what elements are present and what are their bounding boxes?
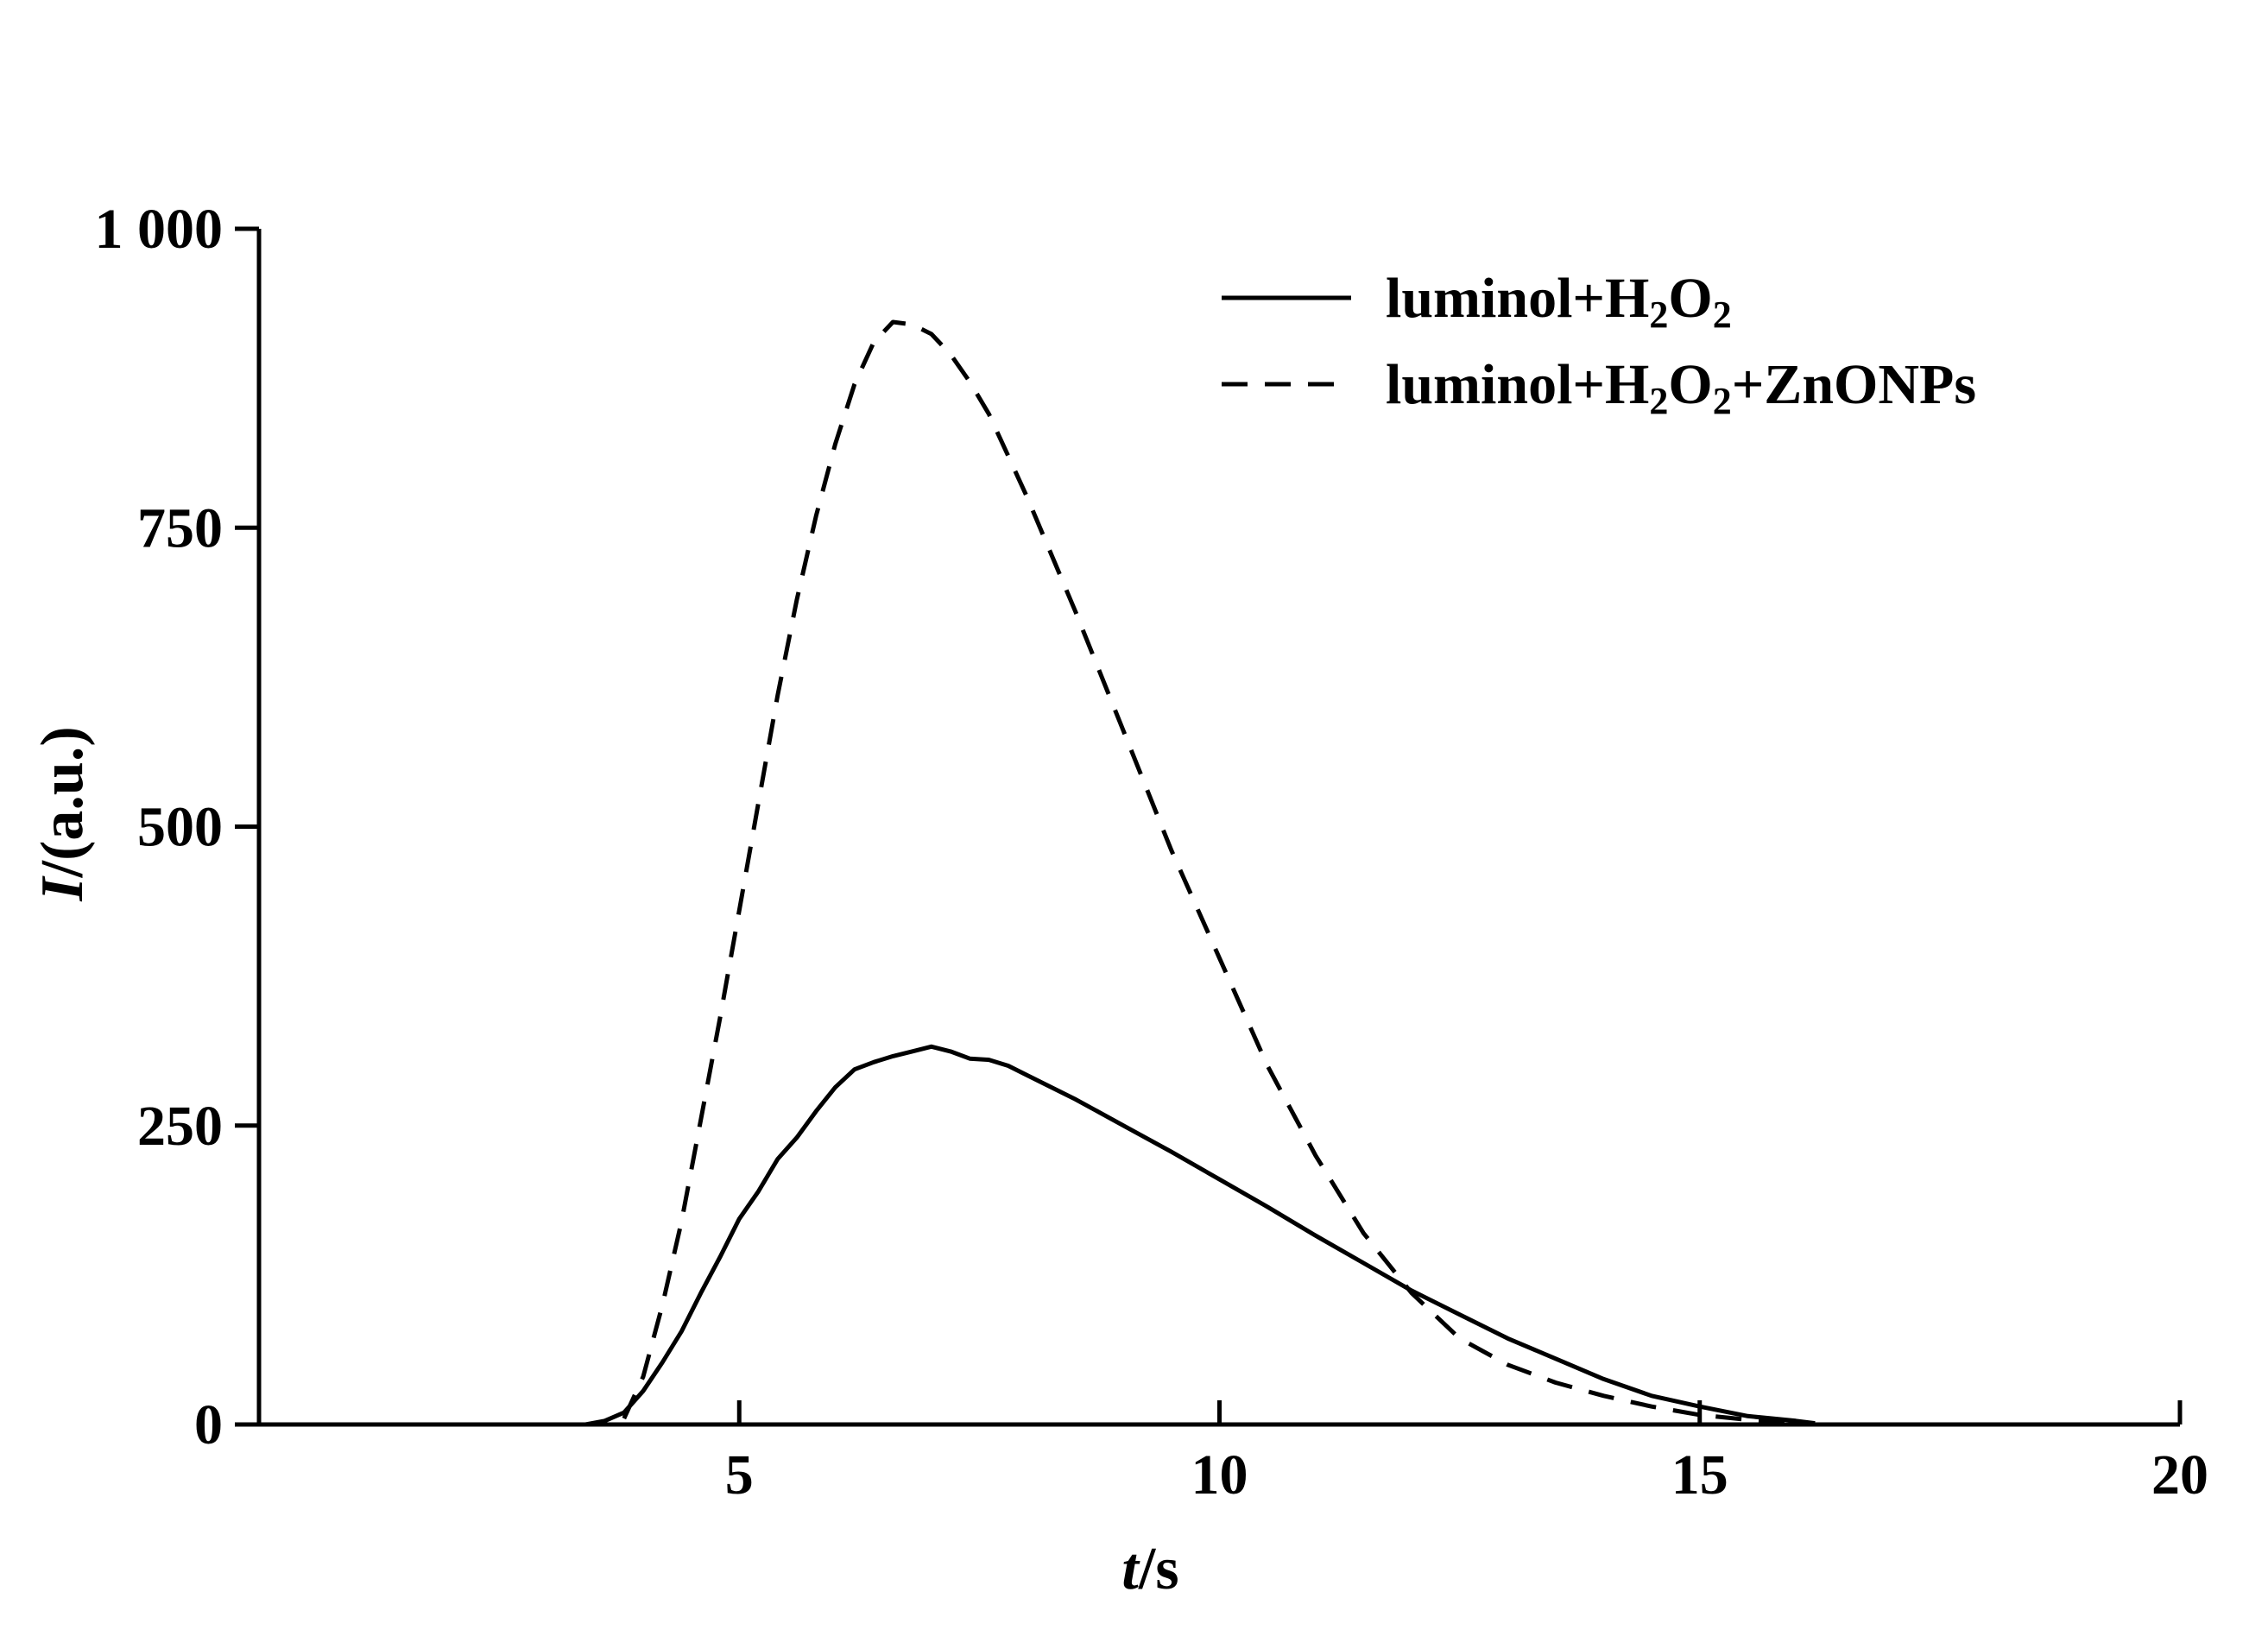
series-line-2 [622, 319, 1797, 1426]
legend-text-part: luminol+H [1386, 353, 1649, 416]
legend-subscript: 2 [1713, 294, 1732, 336]
y-axis-label-unit: /(a.u.) [29, 726, 96, 878]
y-tick-label: 500 [137, 796, 223, 859]
legend-subscript: 2 [1713, 380, 1732, 422]
x-axis-label-italic: t [1121, 1536, 1140, 1602]
y-axis-label: I/(a.u.) [29, 726, 96, 901]
legend-label-1: luminol+H2O2 [1386, 267, 1732, 336]
y-tick-label: 0 [194, 1393, 223, 1456]
series-line-1 [584, 1044, 1816, 1427]
y-axis-label-italic: I [29, 875, 96, 902]
x-axis-label: t/s [1121, 1536, 1178, 1602]
legend-subscript: 2 [1649, 380, 1668, 422]
y-tick-label: 750 [137, 496, 223, 559]
x-tick-label: 20 [2151, 1443, 2208, 1507]
legend-text-part: O [1668, 353, 1712, 416]
legend-subscript: 2 [1649, 294, 1668, 336]
legend-text-part: O [1668, 267, 1712, 330]
y-tick-label: 1 000 [95, 198, 224, 261]
x-tick-label: 15 [1671, 1443, 1728, 1507]
y-tick-label: 250 [137, 1095, 223, 1158]
x-axis-label-unit: /s [1138, 1536, 1179, 1602]
x-tick-label: 5 [725, 1443, 754, 1507]
x-tick-label: 10 [1191, 1443, 1248, 1507]
legend-label-2: luminol+H2O2+ZnONPs [1386, 353, 1976, 422]
series-lines [584, 319, 1816, 1427]
legend-text-part: luminol+H [1386, 267, 1649, 330]
legend-text-part: +ZnONPs [1732, 353, 1976, 416]
axes: 0 250 500 750 1 000 5 10 15 20 t/s I/(a.u.) [29, 198, 2208, 1602]
